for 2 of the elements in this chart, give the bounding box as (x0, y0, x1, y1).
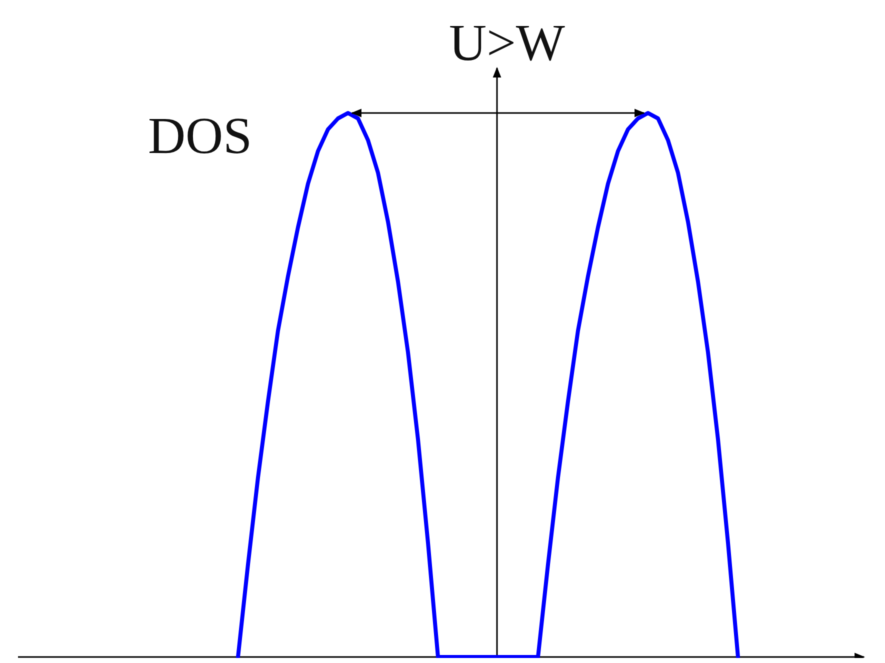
y-axis-title: DOS (148, 108, 252, 165)
text: U>W (449, 15, 565, 72)
